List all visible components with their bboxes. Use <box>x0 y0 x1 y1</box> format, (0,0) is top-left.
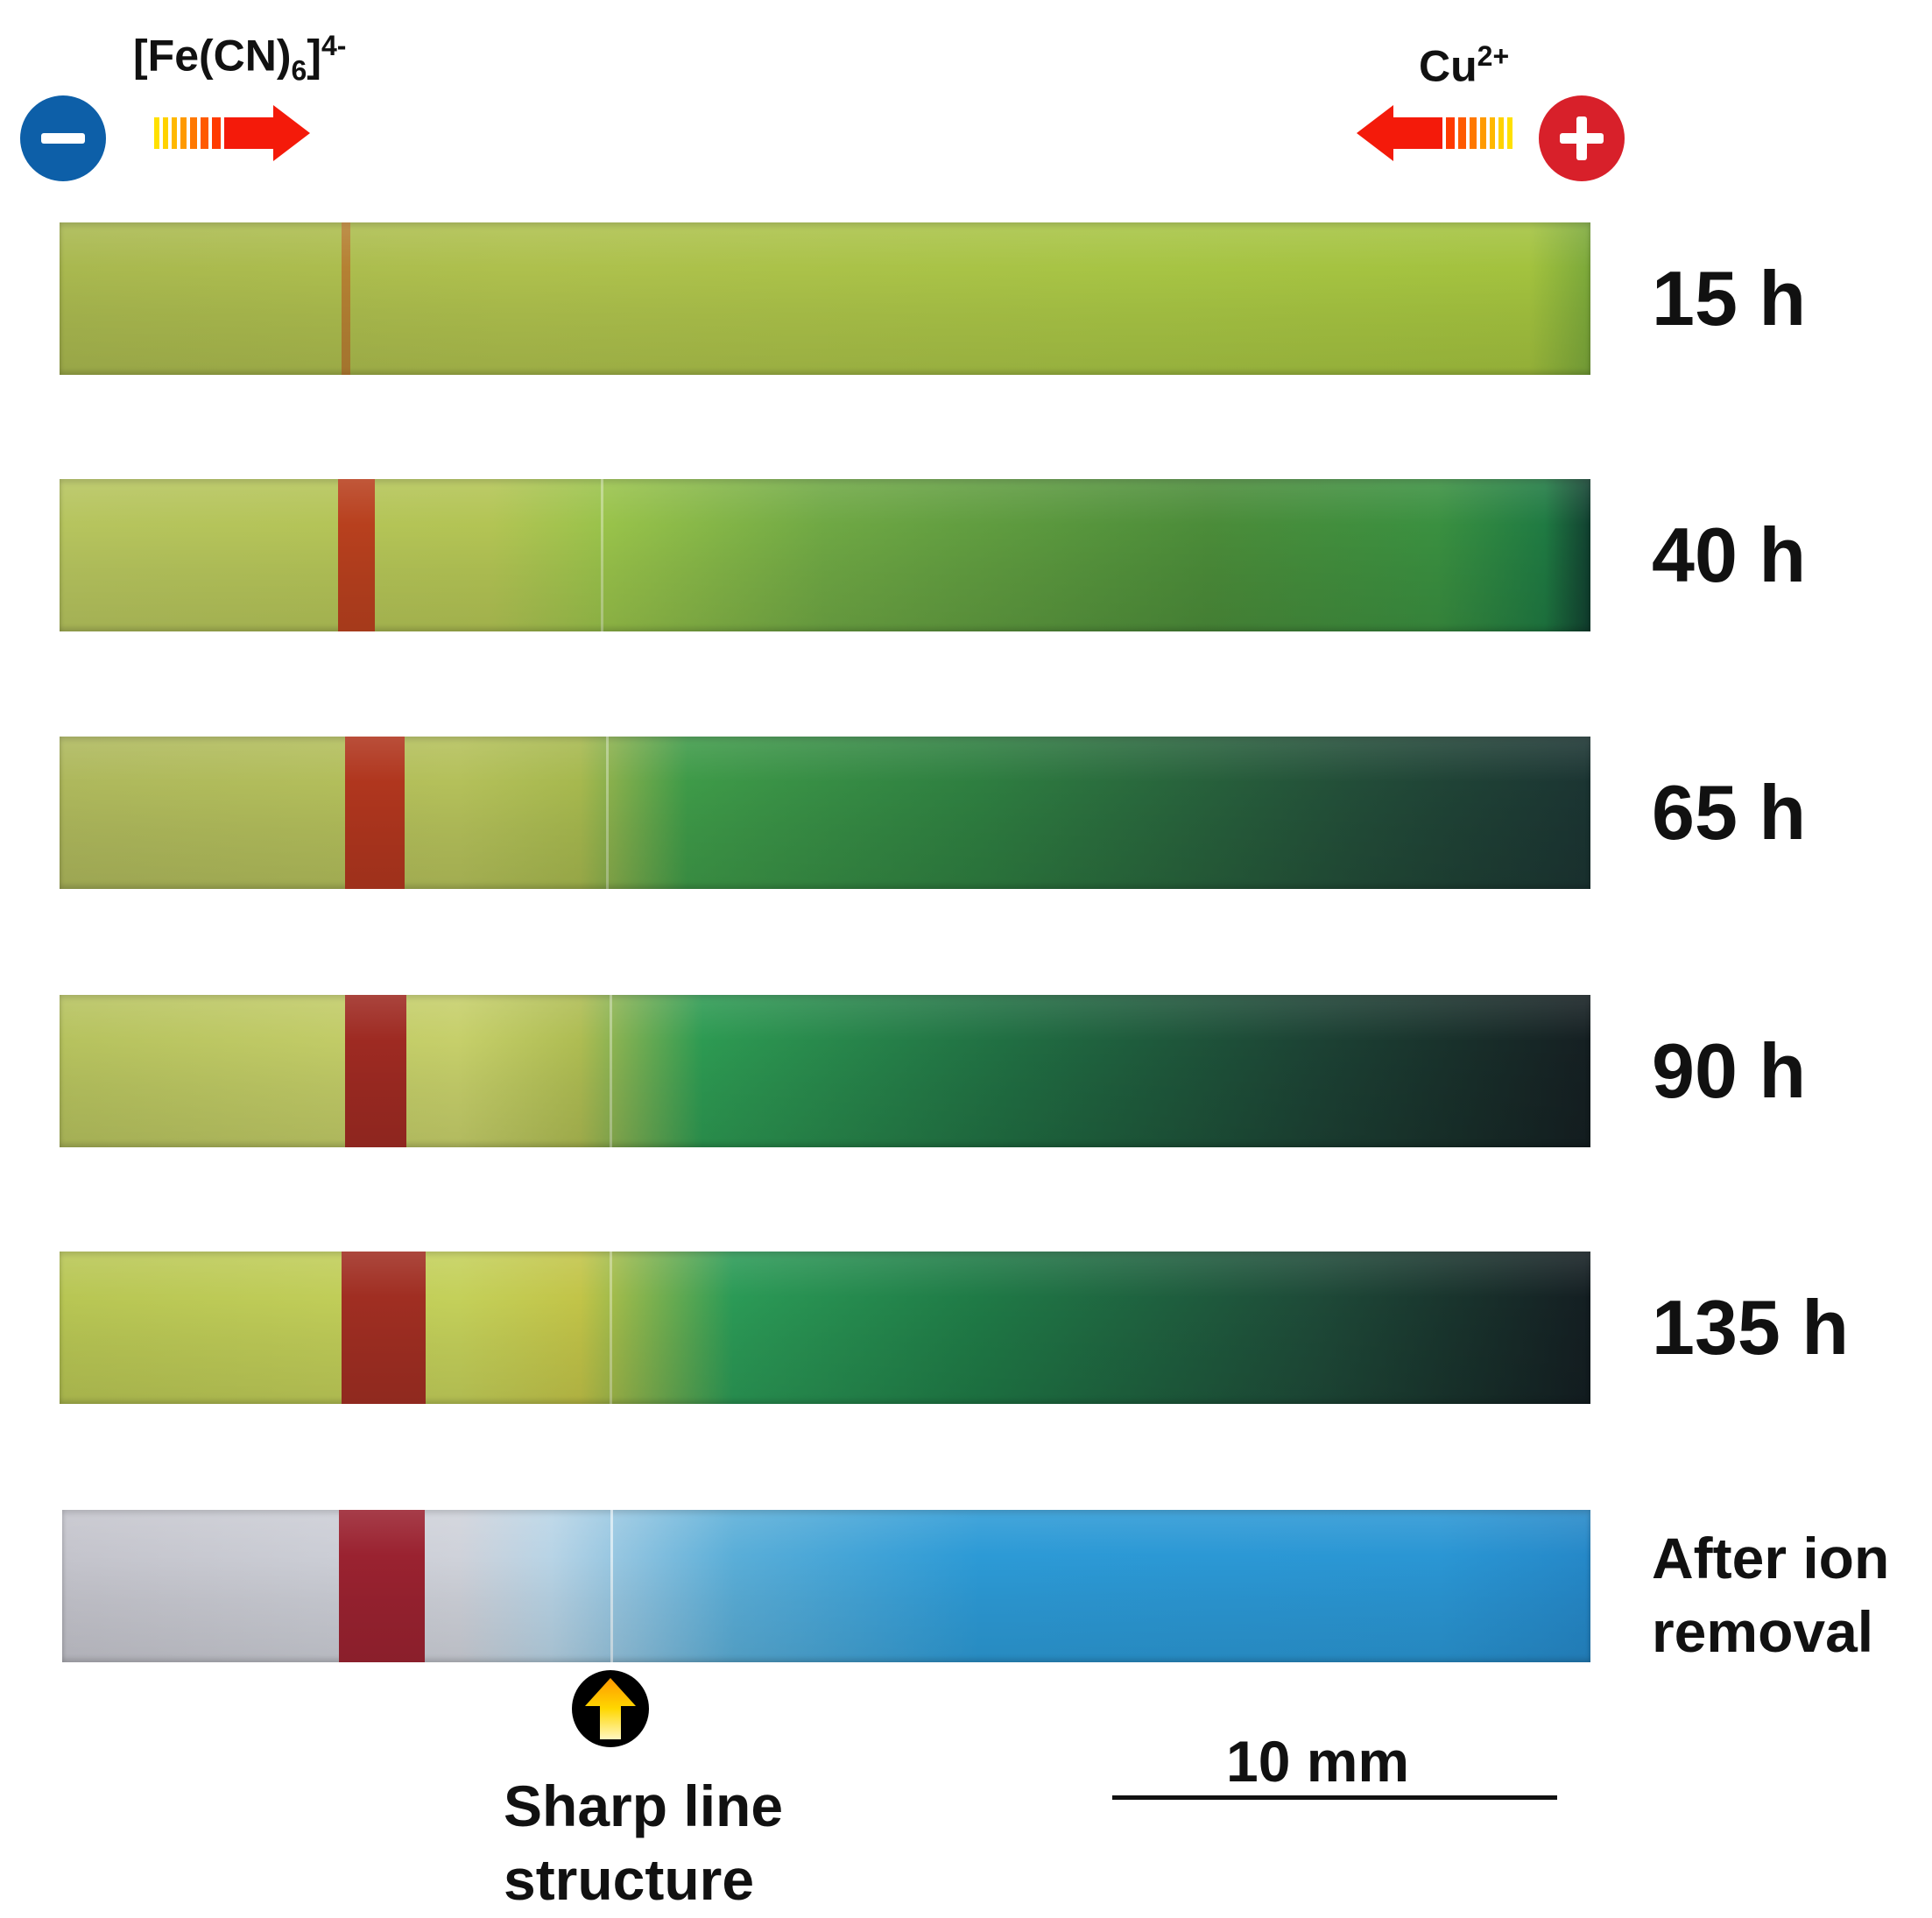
sharp-line <box>601 479 603 631</box>
caption-line: Sharp line <box>504 1773 784 1838</box>
caption-line: structure <box>504 1847 755 1912</box>
precipitate-band <box>342 222 350 375</box>
cation-label: Cu2+ <box>1419 40 1510 91</box>
gel-strip-15h <box>60 222 1590 375</box>
time-label: 65 h <box>1652 769 1807 856</box>
sharp-line-caption: Sharp line structure <box>504 1769 783 1916</box>
positive-electrode-icon <box>1539 95 1625 181</box>
gel-strip-65h <box>60 737 1590 889</box>
right-arrow-icon <box>154 105 310 161</box>
gel-strip-40h <box>60 479 1590 631</box>
anion-label: [Fe(CN)6]4- <box>133 30 347 87</box>
sharp-line <box>610 1252 612 1404</box>
precipitate-band <box>338 479 375 631</box>
precipitate-band <box>342 1252 426 1404</box>
gel-strip-135h <box>60 1252 1590 1404</box>
minus-icon <box>41 133 85 144</box>
scale-bar-label: 10 mm <box>1226 1729 1410 1794</box>
scale-bar <box>1112 1795 1557 1800</box>
sharp-line <box>610 1510 613 1662</box>
label-line: removal <box>1652 1599 1874 1664</box>
label-line: After ion <box>1652 1526 1890 1590</box>
precipitate-band <box>345 737 405 889</box>
time-label: 90 h <box>1652 1027 1807 1114</box>
time-label: 135 h <box>1652 1284 1850 1371</box>
after-ion-removal-label: After ion removal <box>1652 1521 1889 1668</box>
sharp-line <box>606 737 609 889</box>
sharp-line <box>610 995 612 1147</box>
time-label: 15 h <box>1652 255 1807 342</box>
gel-strip-90h <box>60 995 1590 1147</box>
gel-strip-after-ion-removal <box>62 1510 1590 1662</box>
up-arrow-icon <box>572 1670 649 1747</box>
left-arrow-icon <box>1357 105 1512 161</box>
precipitate-band <box>339 1510 425 1662</box>
plus-icon-vertical <box>1576 116 1587 160</box>
precipitate-band <box>345 995 406 1147</box>
negative-electrode-icon <box>20 95 106 181</box>
time-label: 40 h <box>1652 511 1807 598</box>
